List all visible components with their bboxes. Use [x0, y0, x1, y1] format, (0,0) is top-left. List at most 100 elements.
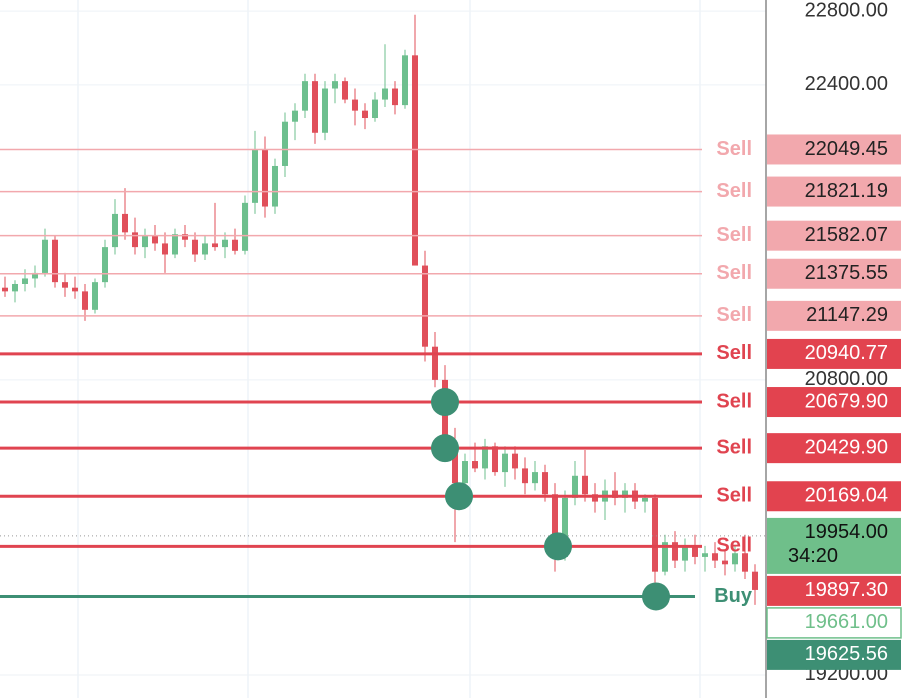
candle-body [22, 278, 28, 284]
candle-body [202, 243, 208, 255]
candle-body [222, 239, 228, 248]
price-label: 20679.90 [805, 390, 888, 412]
vertical-grid [77, 0, 701, 698]
price-label: 19954.00 [805, 521, 888, 543]
candle-body [242, 202, 248, 251]
candle-body [292, 110, 298, 122]
price-label: 19625.56 [805, 643, 888, 665]
candle-body [562, 497, 568, 557]
candle-body [232, 239, 238, 251]
candle-body [752, 571, 758, 590]
order-side: Sell [716, 304, 752, 326]
candle-body [162, 243, 168, 255]
price-label: 34:20 [788, 545, 838, 567]
order-side: Sell [716, 180, 752, 202]
order-side: Sell [716, 224, 752, 246]
y-tick-label: 20800.00 [805, 368, 888, 390]
price-label-box [767, 176, 901, 207]
candle-body [702, 553, 708, 557]
candle-body [172, 234, 178, 255]
candle-body [732, 553, 738, 565]
candle-body [612, 490, 618, 498]
price-label: 20429.90 [805, 436, 888, 458]
candle-body [692, 545, 698, 557]
candle-body [402, 55, 408, 106]
candle-body [12, 283, 18, 292]
candle-body [212, 243, 218, 248]
price-label: 20169.04 [805, 485, 888, 507]
candle-body [272, 165, 278, 207]
candle-body [322, 88, 328, 133]
candle-body [252, 149, 258, 203]
price-label: 20940.77 [805, 342, 888, 364]
candle-body [502, 453, 508, 473]
candle-body [492, 446, 498, 473]
candle-body [102, 247, 108, 283]
candle-body [302, 81, 308, 111]
order-side: Sell [716, 138, 752, 160]
price-label: 19661.00 [805, 611, 888, 633]
fill-marker [431, 388, 459, 417]
candle-body [522, 468, 528, 484]
candle-body [742, 553, 748, 572]
candle-body [592, 494, 598, 502]
candle-body [662, 542, 668, 572]
candle-body [132, 232, 138, 248]
candle-body [182, 234, 188, 240]
price-label-box [767, 387, 901, 418]
candle-body [2, 287, 8, 292]
price-label-box [767, 481, 901, 512]
candle-body [112, 213, 118, 248]
candle-body [392, 88, 398, 106]
candle-body [152, 236, 158, 244]
price-label-box [767, 338, 901, 369]
order-side: Sell [716, 535, 752, 557]
candle-body [482, 446, 488, 469]
candle-body [672, 542, 678, 561]
candle-body [552, 494, 558, 557]
candle-body [372, 99, 378, 119]
candle-body [532, 472, 538, 484]
price-label: 21582.07 [805, 224, 888, 246]
price-label-box [766, 607, 902, 639]
candle-body [342, 81, 348, 100]
candle-body [432, 346, 438, 380]
price-label-box [767, 433, 901, 464]
candle-body [332, 81, 338, 89]
price-label: 22049.45 [805, 138, 888, 160]
candle-body [192, 239, 198, 255]
candle-body [452, 442, 458, 484]
candle-body [262, 149, 268, 207]
candle-body [32, 272, 38, 279]
candle-body [312, 81, 318, 133]
price-label-box [767, 220, 901, 251]
order-side: Sell [716, 436, 752, 458]
price-label-box [767, 575, 901, 606]
candle-body [652, 497, 658, 572]
price-label: 19897.30 [805, 579, 888, 601]
candle-body [362, 110, 368, 119]
fill-marker [544, 532, 572, 561]
order-side: Sell [716, 262, 752, 284]
order-side: Sell [716, 485, 752, 507]
order-side: Sell [716, 342, 752, 364]
price-label-box [767, 639, 901, 670]
candle-body [62, 282, 68, 288]
candle-body [722, 560, 728, 565]
price-label-box [767, 300, 901, 331]
candle-body [82, 291, 88, 310]
candle-body [412, 55, 418, 266]
candle-body [712, 553, 718, 561]
candle-body [472, 461, 478, 469]
candle-body [582, 475, 588, 495]
candle-body [42, 239, 48, 273]
y-tick-label: 22400.00 [805, 73, 888, 95]
fill-marker [445, 482, 473, 511]
candle-body [72, 287, 78, 292]
price-label-box [767, 134, 901, 165]
price-label: 21821.19 [805, 180, 888, 202]
candle-body [282, 121, 288, 166]
price-label: 21375.55 [805, 262, 888, 284]
